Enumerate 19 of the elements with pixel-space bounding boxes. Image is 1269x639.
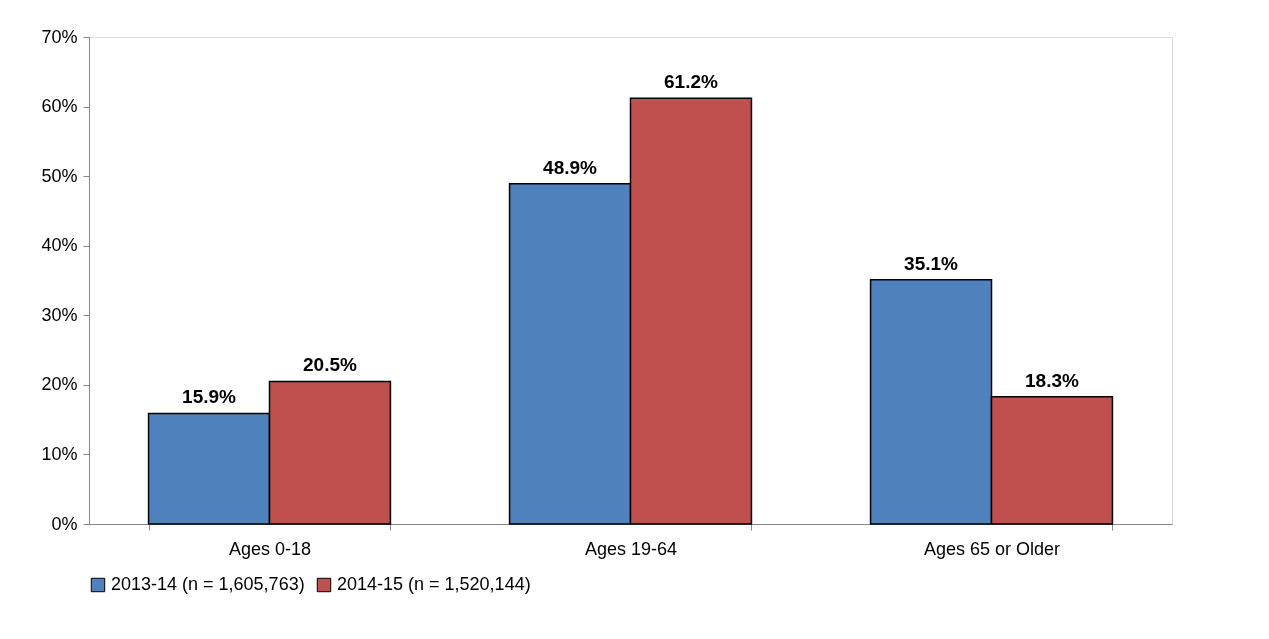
y-tick-label: 30% [41,304,78,325]
y-tick-label: 0% [51,513,78,534]
y-tick-label: 70% [41,26,78,47]
y-tick-label: 20% [41,374,78,395]
legend-label: 2013-14 (n = 1,605,763) [111,574,305,594]
legend-label: 2014-15 (n = 1,520,144) [337,574,531,594]
text: 61.2% [664,71,718,93]
x-tick-label: Ages 65 or Older [923,538,1061,559]
y-tick-label: 40% [41,235,78,256]
text: 15.9% [182,386,236,408]
x-tick-label: Ages 19-64 [584,538,678,559]
text: 35.1% [904,252,958,274]
text: 48.9% [543,156,597,178]
y-tick-label: 50% [41,165,78,186]
text: 18.3% [1025,369,1079,391]
y-tick-label: 10% [41,443,78,464]
y-tick-label: 60% [41,96,78,117]
text: 20.5% [303,354,357,376]
x-tick-label: Ages 0-18 [228,538,312,559]
